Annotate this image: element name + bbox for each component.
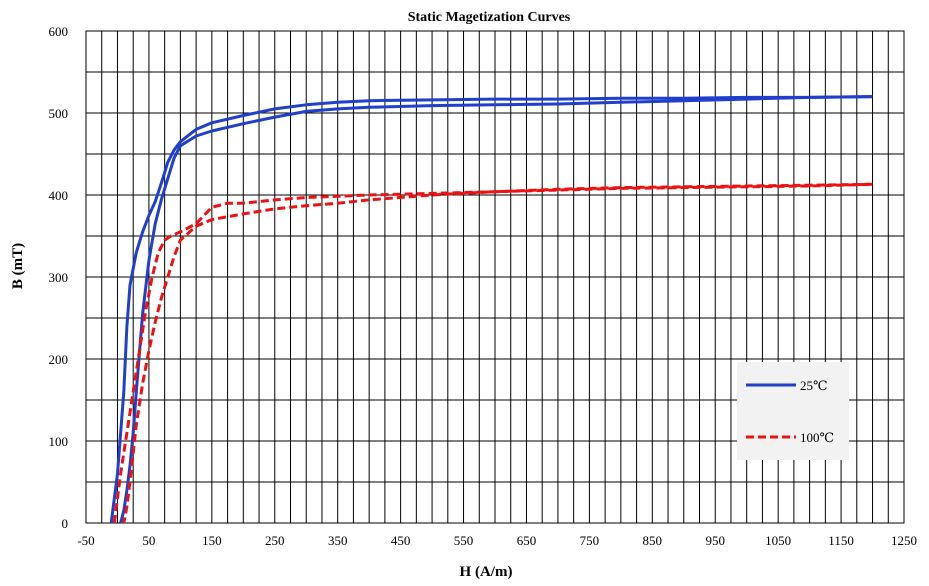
series-0	[109, 95, 873, 524]
x-tick-label: 150	[202, 533, 222, 548]
plot-area-border	[85, 30, 905, 524]
x-tick-label: 650	[517, 533, 537, 548]
y-tick-label: 0	[62, 516, 69, 531]
x-tick-label: 750	[580, 533, 600, 548]
x-axis-title: H (A/m)	[460, 564, 513, 580]
legend-label-25c: 25℃	[800, 378, 828, 393]
y-tick-labels: 0 100 200 300 400 500 600	[49, 24, 69, 531]
x-tick-label: 1050	[765, 533, 791, 548]
x-tick-label: 850	[643, 533, 663, 548]
x-tick-label: 1150	[828, 533, 854, 548]
y-tick-label: 600	[49, 24, 69, 39]
y-tick-label: 500	[49, 106, 69, 121]
series-1	[112, 182, 873, 524]
y-axis-title: B (mT)	[10, 243, 26, 289]
x-tick-label: 450	[391, 533, 411, 548]
x-tick-label: 1250	[891, 533, 917, 548]
x-tick-label: 350	[328, 533, 348, 548]
x-tick-labels: -50 50 150 250 350 450 550 650 750 850 950 1050 1150…	[77, 533, 917, 548]
y-tick-label: 300	[49, 270, 69, 285]
y-tick-label: 400	[49, 188, 69, 203]
series-0-branch-1	[119, 95, 873, 524]
chart-title: Static Magetization Curves	[408, 10, 571, 25]
y-tick-label: 200	[49, 352, 69, 367]
legend-label-100c: 100℃	[800, 430, 834, 445]
x-tick-label: 950	[705, 533, 725, 548]
x-tick-label: 550	[454, 533, 474, 548]
x-tick-label: 50	[142, 533, 155, 548]
legend-box	[737, 362, 849, 460]
y-tick-label: 100	[49, 434, 69, 449]
series-0-branch-0	[109, 95, 873, 524]
x-tick-label: -50	[77, 533, 94, 548]
series-layer	[109, 95, 873, 524]
legend: 25℃ 100℃	[737, 362, 849, 460]
series-1-branch-1	[122, 182, 873, 524]
series-1-branch-0	[112, 182, 873, 524]
x-tick-label: 250	[265, 533, 285, 548]
